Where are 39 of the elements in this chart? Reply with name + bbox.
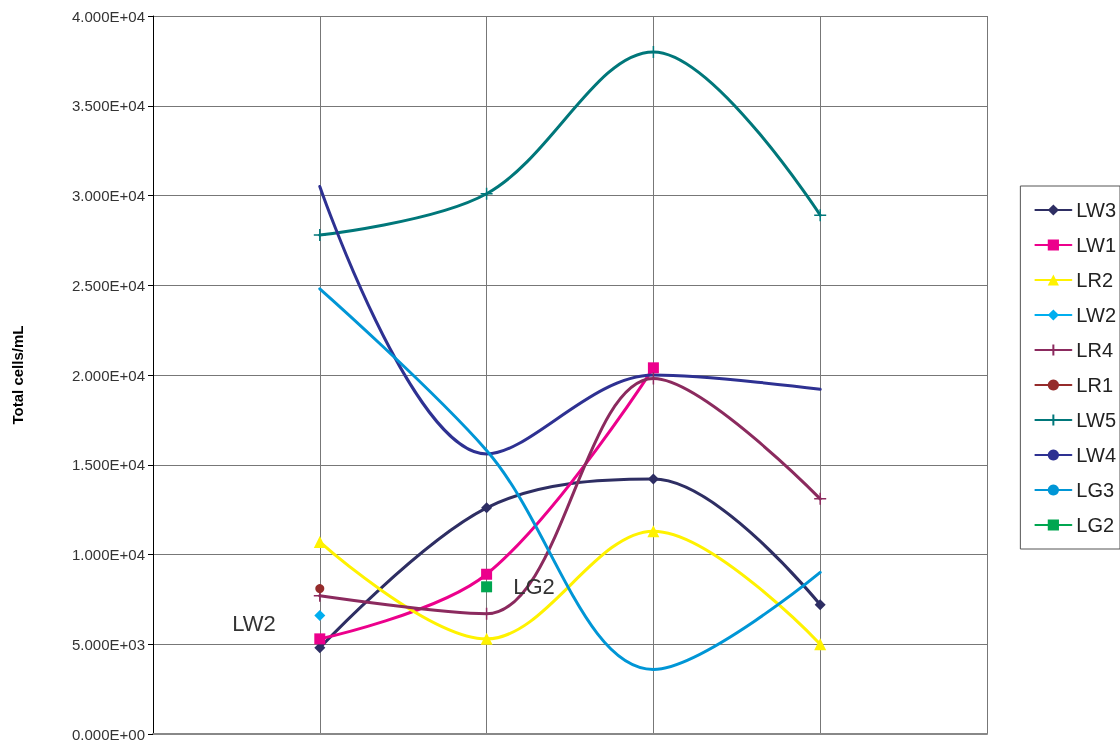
y-tick-label: 3.500E+04	[72, 97, 145, 115]
legend-label: LR4	[1076, 339, 1114, 361]
annotation: LW2	[232, 610, 276, 636]
legend-label: LW2	[1076, 304, 1116, 326]
point	[647, 362, 659, 374]
legend-label: LR1	[1076, 374, 1114, 396]
point	[314, 633, 326, 645]
point	[481, 581, 493, 593]
legend-label: LG2	[1076, 514, 1115, 536]
point	[814, 638, 827, 651]
point	[313, 535, 326, 548]
legend-label: LW3	[1076, 199, 1116, 221]
y-tick-label: 5.000E+03	[72, 635, 145, 653]
y-tick-label: 2.500E+04	[72, 276, 145, 294]
point	[481, 568, 493, 580]
point	[313, 228, 327, 242]
point	[646, 371, 661, 386]
point	[314, 610, 326, 622]
y-tick-label: 1.500E+04	[72, 456, 145, 474]
y-tick-label: 3.000E+04	[72, 187, 145, 204]
legend-label: LW5	[1076, 409, 1116, 431]
y-tick-label: 0.000E+00	[72, 725, 145, 743]
point	[481, 502, 493, 514]
legend-label: LG3	[1076, 479, 1115, 501]
point	[479, 186, 494, 201]
point	[814, 599, 826, 611]
line-series	[318, 185, 822, 456]
y-axis-title: Total cells/mL	[9, 325, 26, 425]
point	[813, 492, 827, 506]
legend-label: LW4	[1076, 444, 1116, 466]
point	[813, 208, 827, 222]
y-tick-label: 1.000E+04	[72, 546, 145, 563]
y-tick-label: 2.000E+04	[72, 366, 145, 384]
line-series	[318, 287, 822, 671]
y-tick-label: 4.000E+04	[72, 7, 145, 25]
legend-label: LR2	[1076, 269, 1114, 291]
point	[647, 525, 660, 538]
legend-label: LW1	[1076, 234, 1116, 256]
point	[480, 632, 493, 645]
